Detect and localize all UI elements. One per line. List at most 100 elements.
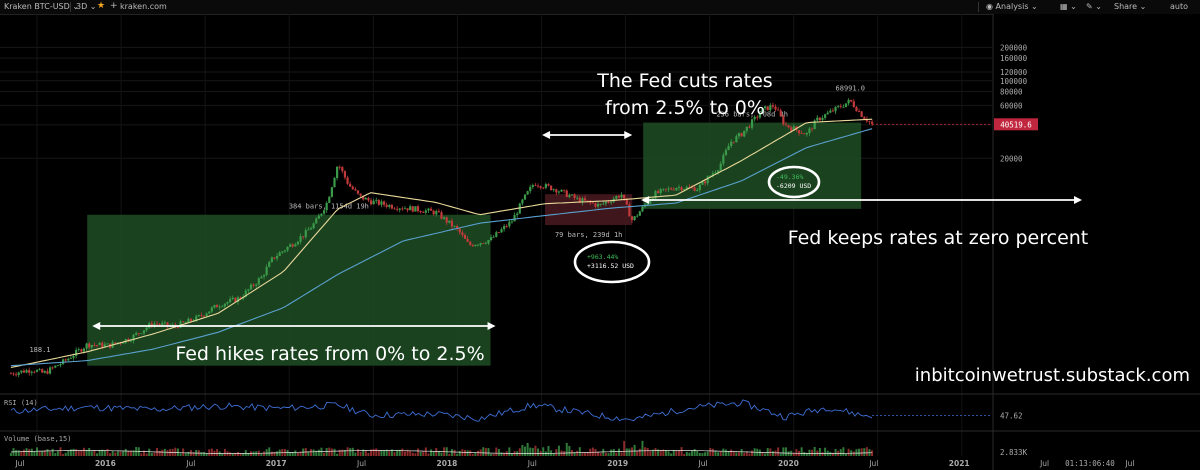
candle-body <box>432 210 435 215</box>
candle-body <box>599 203 602 205</box>
volume-bar <box>179 453 182 456</box>
volume-bar <box>106 448 109 456</box>
price-chart[interactable]: 384 bars, 1154d 19h 79 bars, 239d 1h 236 b… <box>0 14 1200 470</box>
volume-bar <box>148 448 151 456</box>
candle-body <box>244 290 247 297</box>
indicators-button[interactable]: ▦ ⌄ <box>1060 2 1077 12</box>
volume-bar <box>346 447 349 456</box>
candle-body <box>557 191 561 193</box>
auto-scale-toggle[interactable]: auto <box>1170 2 1189 11</box>
volume-bar <box>482 447 485 456</box>
volume-bar <box>719 451 722 456</box>
volume-bar <box>62 453 65 456</box>
candle-body <box>336 166 339 178</box>
volume-bar <box>691 450 694 456</box>
volume-bar <box>114 452 117 456</box>
volume-bar <box>805 452 808 456</box>
volume-bar <box>75 449 78 456</box>
volume-bar <box>370 449 373 456</box>
candle-body <box>28 370 31 373</box>
volume-bar <box>247 453 250 456</box>
volume-bar <box>187 451 190 456</box>
volume-bar <box>688 452 691 456</box>
candle-body <box>860 111 863 117</box>
candle-body <box>22 370 26 373</box>
candle-body <box>341 167 344 172</box>
volume-bar <box>597 451 600 456</box>
candle-body <box>492 236 495 238</box>
x-tick-label: 2021 <box>949 459 970 468</box>
volume-bar <box>336 453 339 456</box>
candle-body <box>249 284 253 290</box>
pen-icon: ✎ <box>1086 2 1093 11</box>
volume-bar <box>636 451 639 456</box>
volume-bar <box>150 452 153 456</box>
candle-body <box>236 297 240 302</box>
volume-bar <box>534 445 537 456</box>
candle-body <box>542 187 545 189</box>
x-tick-label: 2018 <box>436 459 457 468</box>
annotation-arrow-head <box>641 196 650 204</box>
candle-body <box>202 315 206 317</box>
annotation-arrow-head <box>624 131 633 139</box>
candle-body <box>273 257 276 259</box>
volume-bar <box>41 451 44 456</box>
x-tick-label: 2017 <box>266 459 287 468</box>
candle-body <box>550 185 553 191</box>
candle-body <box>435 211 438 215</box>
candle-body <box>500 229 503 233</box>
chevron-down-icon: ⌄ <box>72 2 80 11</box>
volume-bar <box>56 450 59 456</box>
x-tick-label: Jul <box>14 459 24 468</box>
volume-bar <box>174 447 177 456</box>
candle-body <box>325 202 328 211</box>
volume-ma-line <box>10 450 873 454</box>
candle-body <box>299 236 302 242</box>
volume-bar <box>17 450 20 456</box>
volume-bar <box>330 448 333 456</box>
candle-body <box>810 128 814 130</box>
candle-body <box>356 190 360 194</box>
volume-bar <box>745 451 748 456</box>
candle-body <box>388 204 391 207</box>
volume-bar <box>67 450 70 456</box>
volume-bar <box>732 451 735 456</box>
candle-body <box>758 113 761 118</box>
volume-bar <box>711 448 714 456</box>
volume-bar <box>101 449 104 456</box>
volume-bar <box>15 449 18 456</box>
candle-body <box>471 244 474 247</box>
volume-bar <box>124 448 127 456</box>
candle-body <box>93 344 96 346</box>
add-symbol-icon[interactable]: + <box>110 1 118 11</box>
volume-bar <box>612 449 615 456</box>
star-icon[interactable]: ★ <box>97 1 106 11</box>
volume-bar <box>604 452 607 456</box>
circle-highlight <box>767 165 821 199</box>
interval-label: 3D <box>76 2 88 11</box>
volume-bar <box>317 449 320 456</box>
candle-body <box>834 106 837 112</box>
volume-bar <box>210 448 213 456</box>
candle-body <box>205 313 208 317</box>
candle-body <box>586 200 589 202</box>
volume-bar <box>764 453 767 456</box>
candle-body <box>98 342 101 346</box>
candle-body <box>101 342 104 348</box>
share-button[interactable]: Share ⌄ <box>1114 2 1146 12</box>
analysis-button[interactable]: ◉ Analysis ⌄ <box>986 2 1038 12</box>
candle-body <box>195 316 198 321</box>
volume-bar <box>855 449 858 456</box>
volume-bar <box>824 447 827 456</box>
volume-bar <box>542 447 545 456</box>
symbol-select[interactable]: Kraken BTC-USD ⌄ <box>4 2 79 12</box>
volume-bar <box>236 451 239 456</box>
candle-body <box>265 267 268 276</box>
draw-tools-button[interactable]: ✎ ⌄ <box>1086 2 1102 12</box>
candle-body <box>270 257 273 262</box>
interval-select[interactable]: 3D ⌄ <box>76 2 97 12</box>
volume-bar <box>244 450 247 456</box>
candle-body <box>563 189 566 191</box>
volume-bar <box>82 447 85 456</box>
candle-body <box>857 111 861 112</box>
